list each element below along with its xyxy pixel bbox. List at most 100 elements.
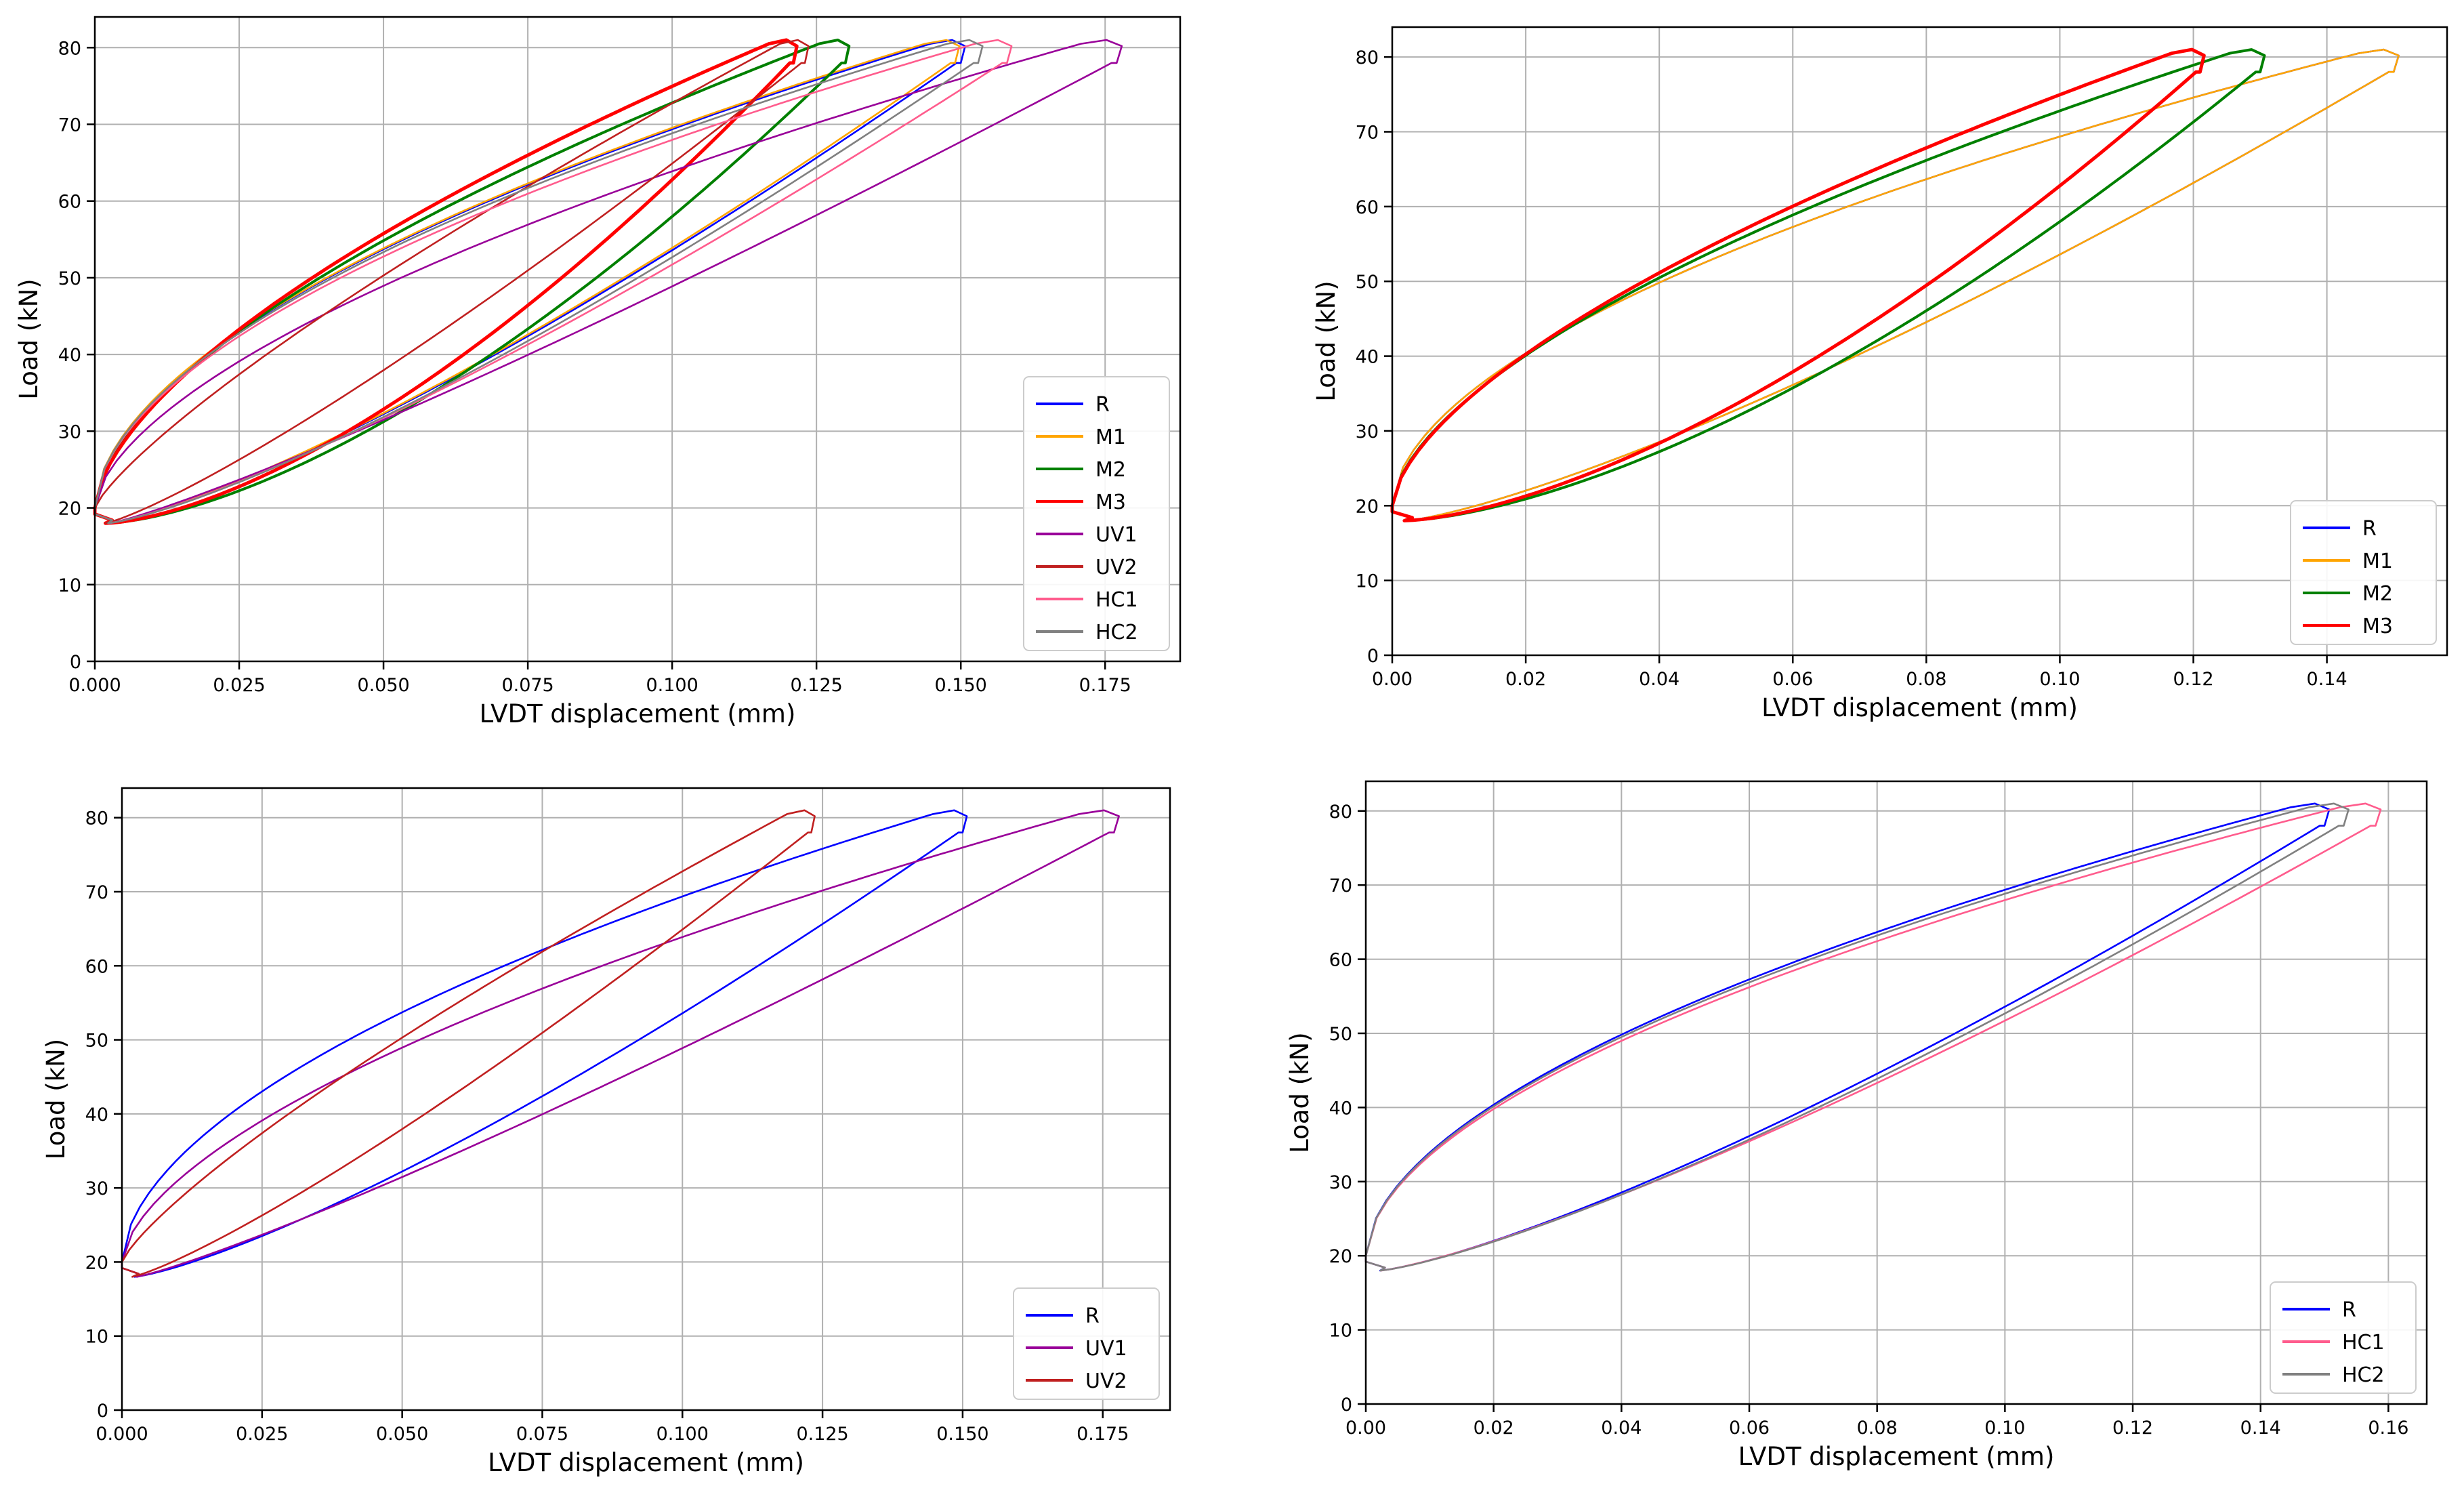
x-tick-label: 0.10: [1984, 1418, 2025, 1439]
y-tick-label: 30: [58, 421, 81, 442]
legend-box: [2290, 500, 2437, 645]
x-tick-label: 0.125: [796, 1424, 848, 1445]
axes-frame: [1391, 26, 2448, 657]
series-line-m3: [1390, 47, 2206, 522]
y-tick-label: 10: [58, 575, 81, 596]
chart-panel-3: 0.000 0.025 0.050 0.075 0.100 0.125 0.150 0.175…: [41, 787, 1171, 1477]
series-line-uv1: [121, 809, 1120, 1278]
x-tick-label: 0.06: [1772, 669, 1813, 690]
x-tick-label: 0.04: [1601, 1418, 1642, 1439]
legend-label-m3: M3: [2362, 615, 2393, 638]
y-tick-label: 80: [85, 808, 108, 829]
y-axis-label: Load (kN): [1285, 1032, 1314, 1153]
y-tick-label: 10: [1329, 1321, 1352, 1342]
legend-label-hc2: HC2: [1095, 621, 1138, 644]
x-tick-label: 0.100: [646, 675, 698, 696]
legend-label-r: R: [2342, 1298, 2356, 1322]
series-line-m2: [1391, 48, 2266, 522]
x-axis-label: LVDT displacement (mm): [488, 1448, 804, 1477]
y-axis-label: Load (kN): [1312, 281, 1341, 402]
series-line-hc2: [1364, 802, 2350, 1272]
y-tick-label: 60: [85, 956, 108, 977]
x-tick-label: 0.02: [1505, 669, 1546, 690]
y-tick-label: 40: [1329, 1098, 1352, 1119]
y-tick-label: 20: [85, 1252, 108, 1273]
y-tick-label: 30: [1329, 1172, 1352, 1193]
y-tick-label: 50: [1329, 1024, 1352, 1045]
y-tick-label: 70: [1356, 123, 1379, 144]
series-line-r: [121, 809, 968, 1278]
y-axis-label: Load (kN): [41, 1039, 70, 1160]
y-tick-label: 20: [1356, 496, 1379, 517]
legend: R UV1 UV2: [1013, 1287, 1160, 1400]
legend-label-m1: M1: [2362, 550, 2393, 573]
series-line-hc2: [93, 39, 984, 524]
y-tick-label: 20: [58, 499, 81, 520]
series-line-uv2: [121, 809, 816, 1278]
y-tick-label: 60: [1356, 197, 1379, 218]
series-line-m1: [1391, 48, 2400, 522]
x-tick-label: 0.10: [2039, 669, 2080, 690]
series-line-r: [93, 39, 966, 524]
chart-panel-1: 0.000 0.025 0.050 0.075 0.100 0.125 0.150 0.175…: [14, 16, 1182, 728]
x-tick-label: 0.12: [2112, 1418, 2153, 1439]
x-tick-label: 0.08: [1906, 669, 1946, 690]
y-tick-label: 30: [85, 1178, 108, 1199]
y-tick-label: 40: [85, 1105, 108, 1126]
x-tick-label: 0.14: [2307, 669, 2347, 690]
x-axis-label: LVDT displacement (mm): [1761, 693, 2078, 722]
legend-label-m1: M1: [1095, 426, 1126, 449]
y-tick-label: 70: [85, 882, 108, 903]
x-tick-label: 0.050: [376, 1424, 428, 1445]
legend-label-uv2: UV2: [1095, 556, 1137, 579]
x-tick-label: 0.000: [96, 1424, 148, 1445]
x-tick-label: 0.150: [936, 1424, 988, 1445]
legend-label-hc1: HC1: [1095, 588, 1138, 612]
y-tick-label: 60: [58, 192, 81, 213]
y-tick-label: 70: [58, 115, 81, 136]
axes-frame: [1364, 780, 2428, 1405]
legend-label-uv1: UV1: [1085, 1337, 1127, 1361]
x-tick-label: 0.14: [2240, 1418, 2281, 1439]
series-line-uv2: [93, 39, 810, 524]
y-tick-label: 0: [97, 1401, 108, 1422]
x-tick-label: 0.00: [1345, 1418, 1386, 1439]
legend-label-m2: M2: [1095, 458, 1126, 482]
y-tick-label: 10: [1356, 571, 1379, 592]
y-tick-label: 40: [58, 345, 81, 366]
x-tick-label: 0.00: [1372, 669, 1413, 690]
x-tick-label: 0.02: [1474, 1418, 1514, 1439]
y-tick-label: 0: [1341, 1395, 1352, 1416]
x-tick-label: 0.100: [656, 1424, 709, 1445]
x-tick-label: 0.150: [935, 675, 987, 696]
x-tick-label: 0.04: [1639, 669, 1679, 690]
chart-panel-4: 0.00 0.02 0.04 0.06 0.08 0.10 0.12 0.14 0.16 0 10 2…: [1285, 780, 2428, 1471]
legend-label-hc1: HC1: [2342, 1331, 2385, 1355]
y-tick-label: 20: [1329, 1246, 1352, 1267]
axes-frame: [121, 787, 1171, 1411]
series-line-m3: [93, 38, 799, 525]
legend: R M1 M2 M3 UV1 UV2 HC1 HC2: [1023, 376, 1170, 651]
x-tick-label: 0.175: [1077, 1424, 1129, 1445]
y-tick-label: 50: [85, 1031, 108, 1052]
axes-frame: [93, 16, 1182, 663]
y-tick-label: 80: [1329, 802, 1352, 823]
series-line-m2: [93, 39, 851, 525]
series-line-r: [1391, 48, 2400, 522]
x-tick-label: 0.075: [516, 1424, 568, 1445]
y-tick-label: 70: [1329, 875, 1352, 896]
x-tick-label: 0.025: [213, 675, 265, 696]
y-tick-label: 50: [1356, 272, 1379, 293]
legend-label-uv1: UV1: [1095, 523, 1137, 547]
legend-label-uv2: UV2: [1085, 1369, 1127, 1393]
x-tick-label: 0.000: [68, 675, 121, 696]
legend: R M1 M2 M3: [2290, 500, 2437, 645]
legend-label-m3: M3: [1095, 491, 1126, 514]
y-tick-label: 10: [85, 1327, 108, 1348]
series-line-m1: [93, 39, 961, 524]
legend-label-hc2: HC2: [2342, 1363, 2385, 1387]
x-tick-label: 0.16: [2368, 1418, 2408, 1439]
y-tick-label: 0: [1367, 646, 1379, 667]
x-tick-label: 0.08: [1857, 1418, 1898, 1439]
